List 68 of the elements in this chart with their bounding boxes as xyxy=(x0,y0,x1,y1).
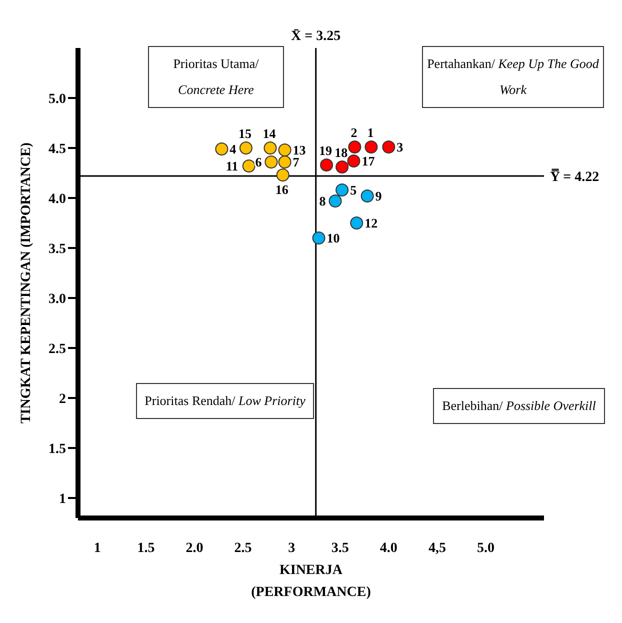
annotation: 1 xyxy=(367,125,374,140)
point xyxy=(278,156,292,168)
point xyxy=(264,156,278,168)
x-tick-label: 2.5 xyxy=(234,540,252,556)
y-tick-label: 3.0 xyxy=(48,292,66,307)
point xyxy=(320,158,334,172)
point xyxy=(215,142,228,156)
annotation: 16 xyxy=(275,182,289,197)
point xyxy=(242,160,256,172)
x-tick-label: 2.0 xyxy=(186,540,204,556)
annotation: 19 xyxy=(319,143,333,158)
annotation: 11 xyxy=(226,158,238,174)
annotation: Prioritas Utama/ Concrete Here xyxy=(173,56,259,97)
y-tick-label: 1 xyxy=(59,492,66,507)
annotation: 14 xyxy=(262,126,276,141)
y-tick-label: 1.5 xyxy=(48,442,66,457)
y-tick-label: 3.5 xyxy=(48,242,66,257)
annotation: 18 xyxy=(334,145,348,160)
annotation: 10 xyxy=(326,230,340,246)
point xyxy=(382,140,396,154)
annotation: 6 xyxy=(255,154,262,170)
point xyxy=(350,216,364,230)
annotation: 5 xyxy=(350,182,358,198)
point xyxy=(328,194,342,208)
annotation: 8 xyxy=(319,194,326,208)
annotation: 12 xyxy=(364,216,378,230)
y-tick-label: 2 xyxy=(59,392,66,407)
y-axis-title: TINGKAT KEPENTINGAN (IMPORTANCE) xyxy=(19,142,34,424)
y-tick-label: 5.0 xyxy=(48,92,66,107)
x-tick-label: 4,5 xyxy=(428,540,446,556)
point xyxy=(278,144,292,156)
quadrant-text-box: Prioritas Rendah/ Low Priority xyxy=(136,383,314,419)
y-tick-label: 2.5 xyxy=(48,342,66,357)
annotation: 17 xyxy=(362,154,376,168)
y-tick-label: 4.5 xyxy=(48,142,66,157)
point xyxy=(347,154,360,168)
annotation: 4 xyxy=(230,142,237,156)
annotation: 15 xyxy=(238,126,252,141)
ref-line-label: Y̿ = 4.22 xyxy=(550,168,600,185)
x-tick-label: 3.5 xyxy=(331,540,349,556)
annotation: 13 xyxy=(292,142,306,158)
point xyxy=(360,190,374,202)
x-tick-label: 1 xyxy=(94,540,101,556)
x-axis-title: KINERJA (PERFORMANCE) xyxy=(251,563,372,600)
point xyxy=(348,140,362,154)
point xyxy=(312,232,326,244)
x-tick-label: 3 xyxy=(288,540,296,556)
annotation: 7 xyxy=(292,154,300,170)
annotation: Berlebihan/ Possible Overkill xyxy=(442,398,596,413)
x-tick-label: 1.5 xyxy=(137,540,155,556)
point xyxy=(364,140,378,154)
y-tick-label: 4.0 xyxy=(48,192,66,207)
point xyxy=(336,184,349,196)
annotation: Prioritas Rendah/ Low Priority xyxy=(144,393,306,408)
point xyxy=(264,142,277,154)
point xyxy=(336,160,349,174)
quadrant-text-box: Prioritas Utama/ Concrete Here xyxy=(148,46,284,108)
x-tick-label: 5.0 xyxy=(477,540,494,556)
quadrant-text-box: Pertahankan/ Keep Up The Good Work xyxy=(422,46,604,108)
point xyxy=(239,142,252,154)
annotation: Pertahankan/ Keep Up The Good Work xyxy=(427,56,599,97)
quadrant-text-box: Berlebihan/ Possible Overkill xyxy=(433,388,605,424)
x-tick-label: 4.0 xyxy=(380,540,398,556)
point xyxy=(276,168,290,182)
annotation: 2 xyxy=(350,125,358,140)
annotation: 9 xyxy=(375,188,382,204)
ref-line-label: X̄ = 3.25 xyxy=(291,28,341,44)
annotation: 3 xyxy=(396,140,404,154)
